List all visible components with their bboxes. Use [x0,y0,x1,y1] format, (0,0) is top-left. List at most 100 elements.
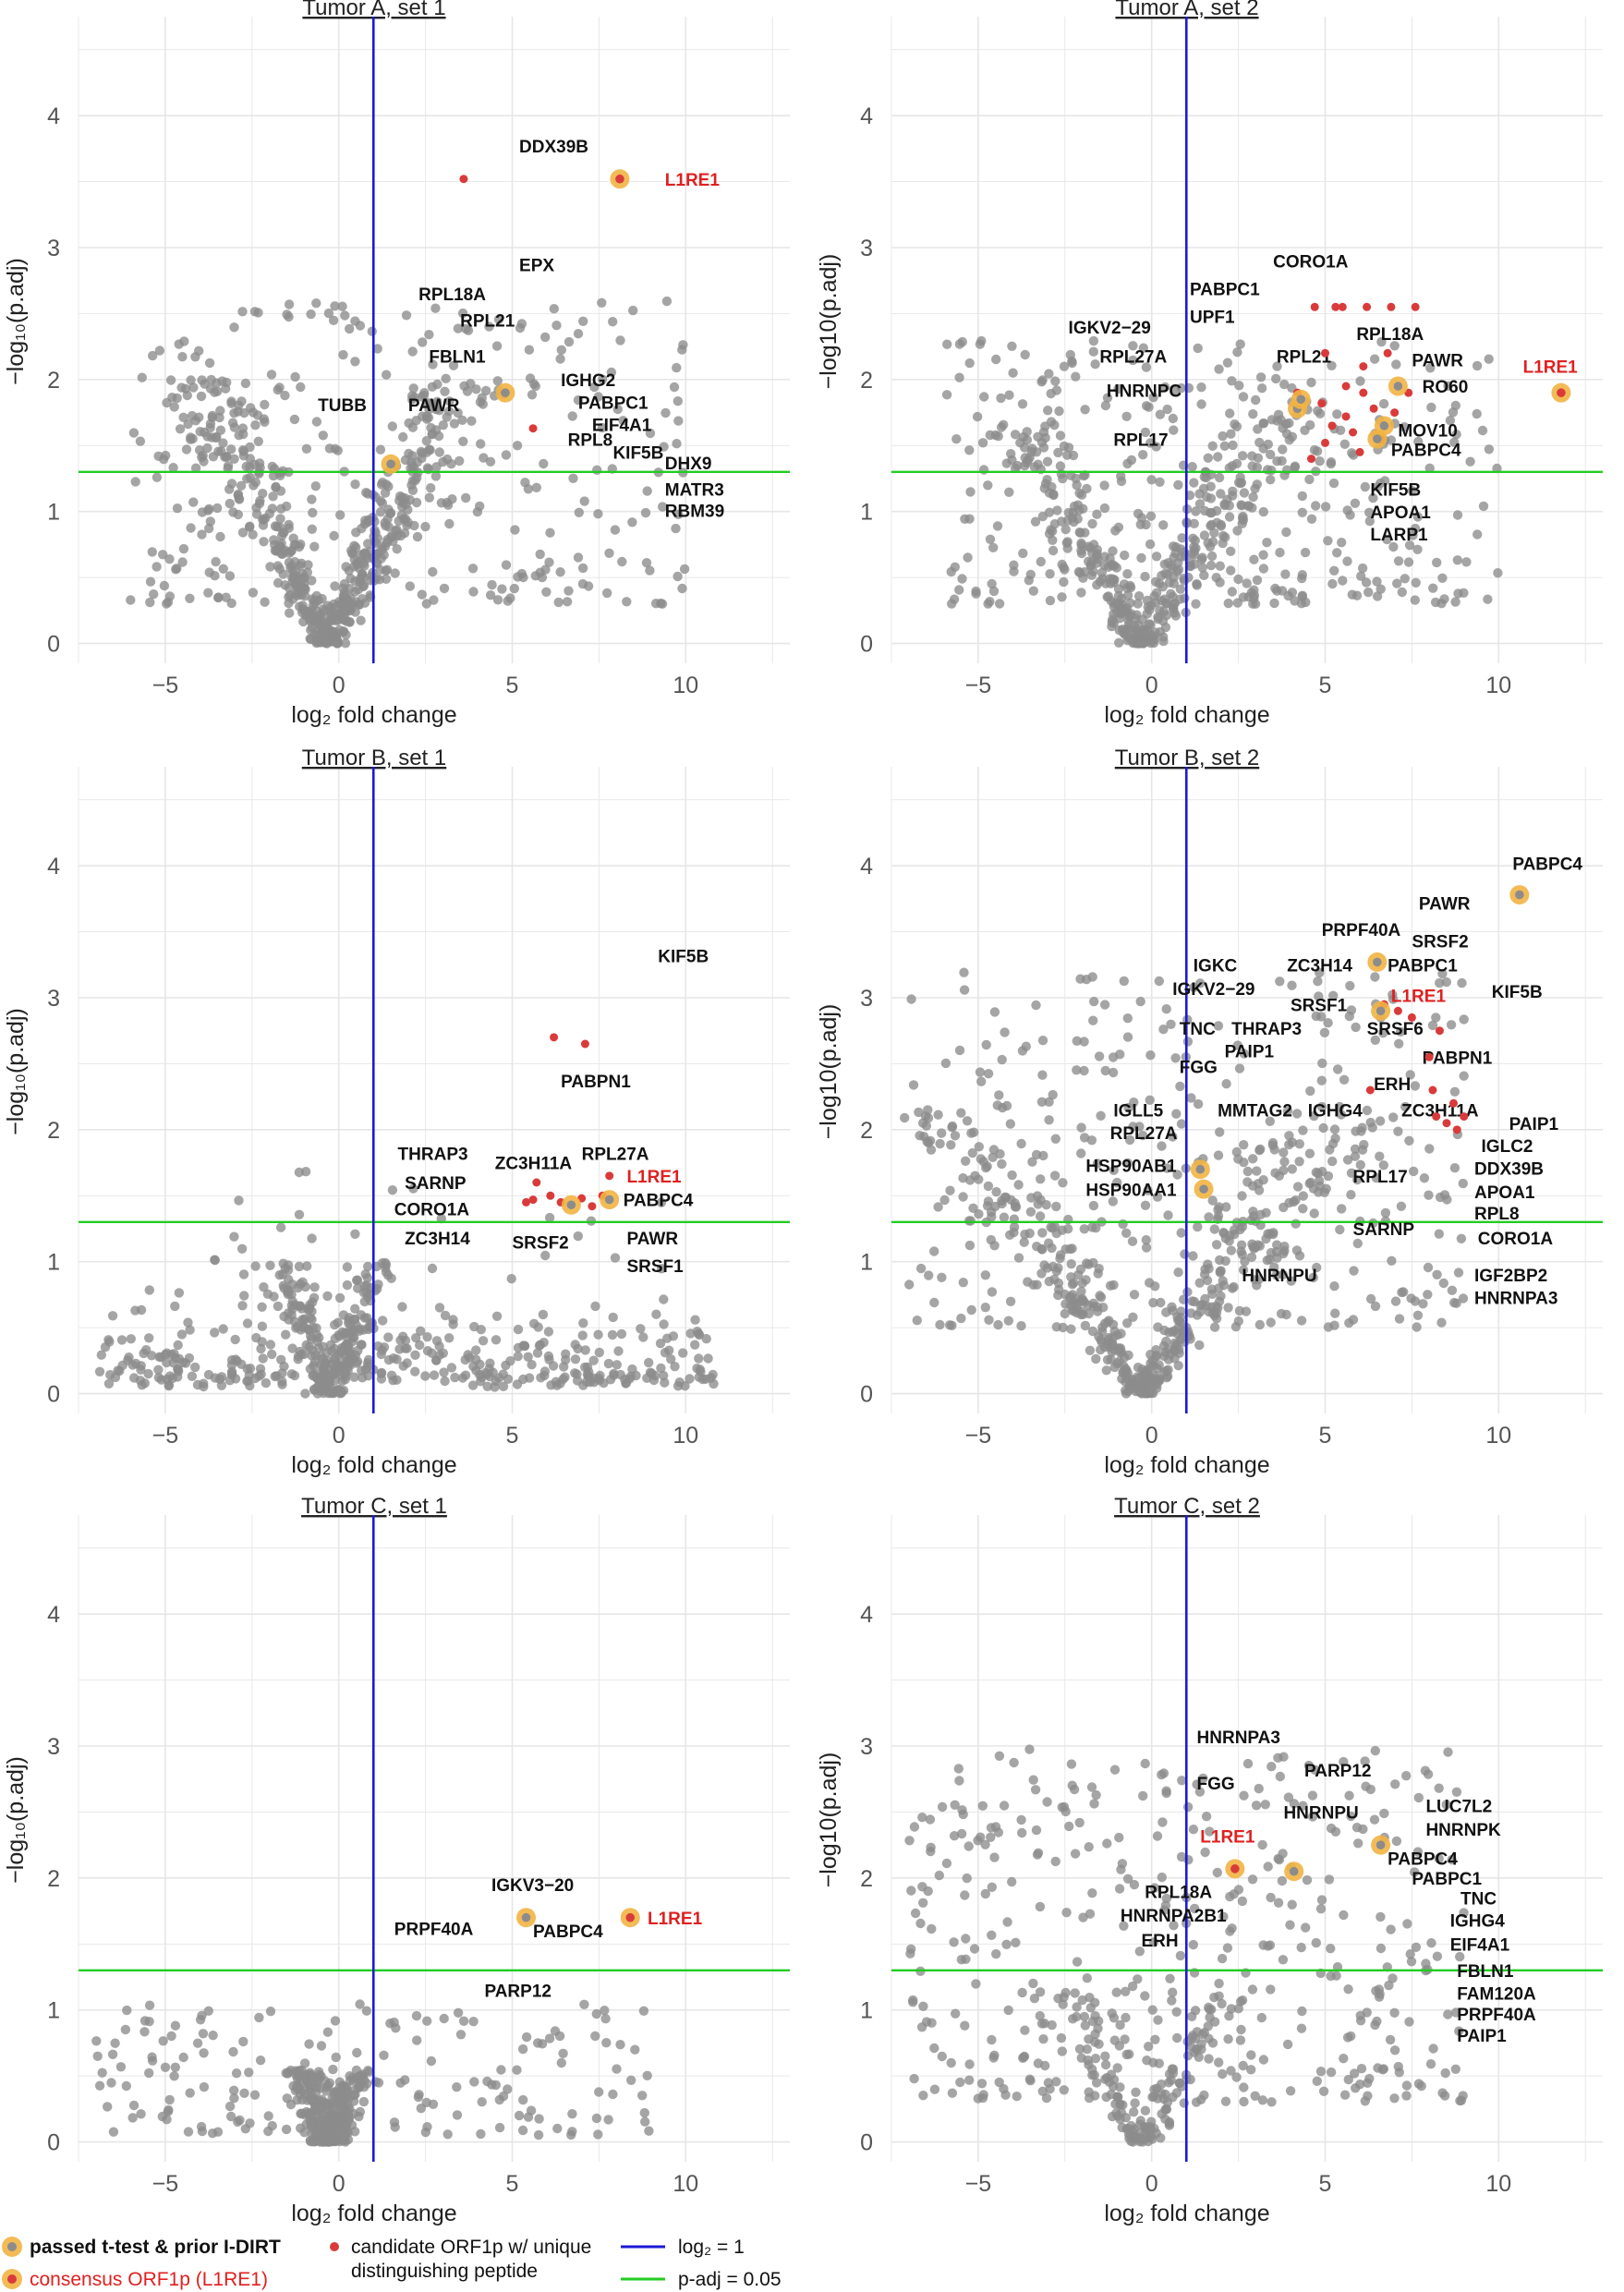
protein-point [407,451,418,461]
protein-point [1362,1105,1373,1116]
protein-point [215,531,225,542]
protein-point [443,406,454,417]
protein-point [289,1370,300,1381]
x-tick-label: 0 [333,1423,345,1449]
protein-point [1403,557,1414,567]
protein-point [1334,1101,1345,1112]
protein-point [429,1370,440,1380]
protein-point [1084,1842,1094,1852]
protein-point [1337,538,1347,548]
protein-point [562,597,573,607]
protein-point [1171,1109,1182,1119]
protein-point [198,2029,209,2039]
protein-point [284,519,294,530]
protein-point [270,521,281,531]
protein-point [1275,547,1285,558]
protein-point [105,1370,115,1380]
protein-point [1294,1139,1305,1149]
protein-point [215,406,225,416]
protein-point [567,2127,577,2137]
protein-point [1145,539,1156,550]
protein-point [127,1360,138,1370]
y-axis-label: −log10(p.adj) [816,254,842,390]
protein-point [421,436,431,446]
protein-point [1016,1321,1026,1331]
protein-point [1194,1787,1206,1797]
protein-point [1093,1268,1103,1279]
protein-point [345,617,355,627]
protein-point [1233,1316,1244,1327]
protein-point [513,1352,523,1362]
protein-point [1166,1019,1176,1030]
y-tick-label: 2 [47,368,60,394]
gene-label: PRPF40A [1457,2006,1536,2025]
protein-point [1311,501,1321,511]
protein-point [1249,554,1259,564]
protein-point [100,1342,111,1352]
protein-point [1211,1240,1222,1250]
protein-point [97,2068,107,2078]
protein-point [989,1007,1000,1017]
protein-point [145,597,155,608]
protein-point [409,520,419,531]
protein-point [1246,2065,1256,2075]
protein-point [1477,425,1488,436]
protein-point [673,416,684,426]
protein-point [1356,2064,1367,2074]
protein-point [349,1325,359,1335]
protein-point [639,2107,649,2118]
protein-point [1024,1744,1035,1754]
protein-point [573,329,584,339]
protein-point [1051,385,1062,395]
protein-point [342,1262,353,1272]
protein-point [316,2041,327,2051]
protein-point [407,476,418,486]
protein-point [1039,1260,1049,1270]
protein-point [1211,573,1221,583]
protein-point [334,2077,345,2087]
protein-point [568,473,578,483]
protein-point [461,492,471,503]
protein-point [1272,361,1282,371]
protein-point [999,1801,1010,1811]
protein-point [357,523,367,534]
protein-point [1002,1917,1012,1927]
protein-point [1024,2074,1036,2084]
protein-point [512,2065,522,2075]
protein-point [1365,1293,1376,1304]
protein-point [1090,359,1100,370]
protein-point [1314,991,1324,1001]
protein-point [307,605,317,616]
protein-point [1173,1315,1183,1326]
protein-point [1237,1250,1248,1260]
protein-point [1162,569,1173,579]
protein-point [1320,502,1331,512]
protein-point [960,2020,970,2031]
protein-point [1218,530,1229,541]
protein-point [1053,447,1063,458]
protein-point [238,1269,249,1279]
protein-point [410,1350,420,1361]
protein-point [1315,2067,1327,2077]
y-tick-label: 0 [860,2130,873,2156]
protein-point [616,1328,627,1340]
protein-point [642,1373,652,1384]
protein-point [527,390,538,400]
protein-point [376,1368,386,1379]
protein-point [1370,1035,1381,1046]
protein-point [592,465,602,475]
protein-point [685,1374,695,1384]
gene-label: PABPC4 [1512,855,1582,874]
y-tick-label: 4 [47,854,60,879]
protein-point [409,392,419,403]
protein-point [1410,1296,1421,1306]
protein-point [1257,1839,1267,1850]
protein-point [1265,1116,1276,1127]
protein-point [324,443,335,454]
protein-point [1412,512,1424,522]
protein-point [351,597,361,607]
protein-point [425,398,435,408]
gene-label: HNRNPA2B1 [1121,1907,1227,1926]
protein-point [985,534,996,544]
protein-point [1161,1004,1171,1014]
